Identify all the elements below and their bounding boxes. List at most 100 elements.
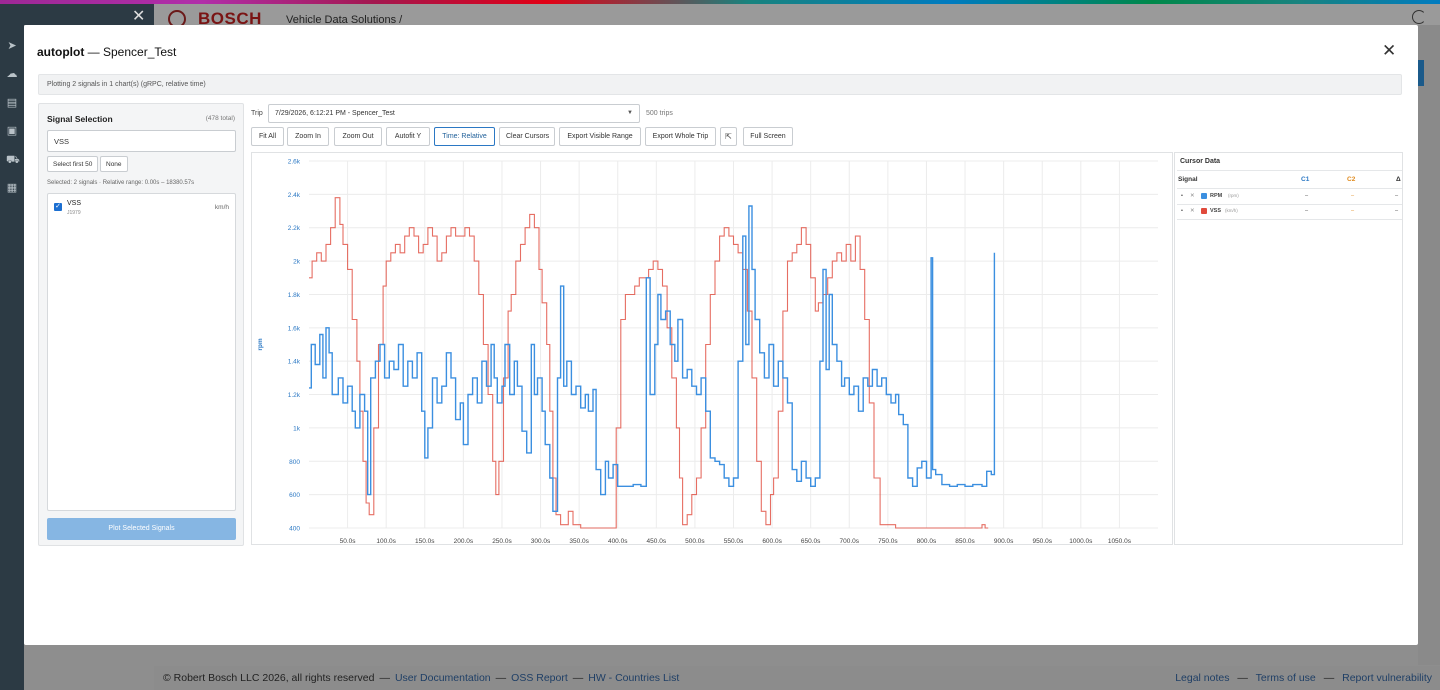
remove-icon[interactable]: ✕ [1190, 193, 1195, 199]
remove-icon[interactable]: ✕ [1190, 208, 1195, 214]
x-tick-label: 800.0s [917, 538, 937, 544]
external-link-icon[interactable]: ⇱ [720, 127, 737, 146]
sidebar-close-icon[interactable]: ✕ [132, 8, 146, 25]
signal-list: ✓ VSS J1979 km/h [47, 193, 236, 511]
select-first-button[interactable]: Select first 50 [47, 156, 99, 172]
footer-link-vulnerability[interactable]: Report vulnerability [1342, 672, 1432, 684]
footer-link-oss[interactable]: OSS Report [511, 672, 568, 684]
modal-title-trip: — Spencer_Test [84, 45, 177, 59]
export-visible-button[interactable]: Export Visible Range [559, 127, 641, 146]
trip-count: 500 trips [646, 110, 673, 117]
y-tick-label: 2.6k [288, 159, 301, 166]
x-tick-label: 850.0s [955, 538, 975, 544]
autoplot-modal: autoplot — Spencer_Test ✕ Plotting 2 sig… [24, 25, 1418, 645]
app-topbar [154, 4, 1440, 25]
y-tick-label: 1.2k [288, 392, 301, 399]
fit-all-button[interactable]: Fit All [251, 127, 284, 146]
x-tick-label: 750.0s [878, 538, 898, 544]
cursor-col-c1: C1 [1301, 176, 1310, 183]
cursor-c2-value: – [1351, 208, 1355, 214]
y-tick-label: 400 [289, 526, 300, 533]
list-item[interactable]: ✓ VSS J1979 km/h [52, 198, 231, 218]
time-relative-button[interactable]: Time: Relative [434, 127, 495, 146]
footer-link-terms[interactable]: Terms of use [1255, 672, 1316, 684]
cursor-col-signal: Signal [1178, 176, 1198, 183]
footer-link-legal[interactable]: Legal notes [1175, 672, 1230, 684]
modal-title: autoplot — Spencer_Test [37, 45, 176, 59]
selection-range-text: Selected: 2 signals · Relative range: 0.… [47, 180, 195, 186]
signal-name: VSS [67, 200, 82, 207]
full-screen-button[interactable]: Full Screen [743, 127, 793, 146]
y-tick-label: 1.4k [288, 359, 301, 366]
x-tick-label: 550.0s [724, 538, 744, 544]
signal-selection-panel: Signal Selection (478 total) VSS Select … [38, 103, 244, 546]
x-tick-label: 450.0s [647, 538, 667, 544]
color-swatch [1201, 193, 1207, 199]
footer-link-docs[interactable]: User Documentation [394, 672, 491, 684]
close-icon[interactable]: ✕ [1382, 41, 1397, 60]
divider [1177, 204, 1402, 205]
cursor-data-panel: Cursor Data Signal C1 C2 Δ • ✕ RPM (rpm)… [1174, 152, 1403, 545]
y-tick-label: 600 [289, 492, 300, 499]
y-tick-label: 1.6k [288, 325, 301, 332]
cloud-upload-icon[interactable]: ☁ [6, 68, 18, 80]
plot-info-bar: Plotting 2 signals in 1 chart(s) (gRPC, … [38, 74, 1402, 95]
refresh-icon[interactable] [1412, 10, 1426, 24]
background-content [1418, 25, 1440, 665]
chevron-down-icon: ▼ [627, 110, 633, 116]
y-tick-label: 1.8k [288, 292, 301, 299]
x-tick-label: 1050.0s [1108, 538, 1132, 544]
signal-selection-title: Signal Selection [47, 114, 113, 124]
document-icon[interactable]: ▤ [6, 97, 18, 109]
divider [1177, 170, 1402, 171]
x-tick-label: 650.0s [801, 538, 821, 544]
trip-select[interactable]: 7/29/2026, 6:12:21 PM - Spencer_Test ▼ [268, 104, 640, 123]
y-tick-label: 2.2k [288, 225, 301, 232]
vehicle-icon[interactable]: ⛟ [6, 154, 20, 166]
report-icon[interactable]: ▦ [6, 182, 18, 194]
cursor-signal-unit: (km/h) [1225, 208, 1238, 213]
x-tick-label: 50.0s [340, 538, 357, 544]
color-swatch [1201, 208, 1207, 214]
divider [1177, 188, 1402, 189]
x-tick-label: 200.0s [454, 538, 474, 544]
cursor-signal-name: VSS [1210, 208, 1222, 214]
app-footer: © Robert Bosch LLC 2026, all rights rese… [154, 666, 1440, 690]
app-sidebar: ➤ ☁ ▤ ▣ ⛟ ▦ [0, 4, 24, 690]
select-none-button[interactable]: None [100, 156, 128, 172]
x-tick-label: 600.0s [762, 538, 782, 544]
chart-canvas[interactable]: 400 600 800 1k 1.2k 1.4k 1.6k 1.8k 2k 2.2k 2.4k 2.6… [252, 153, 1172, 544]
signal-chart[interactable]: 400 600 800 1k 1.2k 1.4k 1.6k 1.8k 2k 2.2k 2.4k 2.6… [251, 152, 1173, 545]
cursor-c1-value: – [1305, 193, 1309, 199]
cursor-c1-value: – [1305, 208, 1309, 214]
x-tick-label: 400.0s [608, 538, 628, 544]
x-tick-label: 350.0s [569, 538, 589, 544]
device-icon[interactable]: ▣ [6, 125, 18, 137]
bullet-icon: • [1181, 193, 1183, 199]
x-tick-label: 900.0s [994, 538, 1014, 544]
clear-cursors-button[interactable]: Clear Cursors [499, 127, 555, 146]
cursor-col-c2: C2 [1347, 176, 1356, 183]
plot-selected-button[interactable]: Plot Selected Signals [47, 518, 236, 540]
autofit-y-button[interactable]: Autofit Y [386, 127, 430, 146]
y-tick-label: 800 [289, 459, 300, 466]
export-whole-trip-button[interactable]: Export Whole Trip [645, 127, 716, 146]
cursor-data-title: Cursor Data [1180, 158, 1221, 165]
navigate-icon[interactable]: ➤ [7, 40, 17, 52]
sidebar-header [24, 4, 154, 25]
footer-link-hw[interactable]: HW - Countries List [588, 672, 680, 684]
brand-logo: BOSCH [198, 9, 262, 28]
signal-search-input[interactable]: VSS [47, 130, 236, 152]
x-tick-label: 500.0s [685, 538, 705, 544]
trip-label: Trip [251, 110, 263, 117]
y-axis-label: rpm [257, 338, 264, 351]
series-line-vss [309, 197, 989, 529]
x-tick-label: 100.0s [376, 538, 396, 544]
y-tick-label: 2.4k [288, 192, 301, 199]
checkbox-checked-icon[interactable]: ✓ [54, 203, 62, 211]
zoom-out-button[interactable]: Zoom Out [334, 127, 382, 146]
cursor-c2-value: – [1351, 193, 1355, 199]
x-tick-label: 250.0s [492, 538, 512, 544]
cursor-signal-name: RPM [1210, 193, 1223, 199]
zoom-in-button[interactable]: Zoom In [287, 127, 329, 146]
